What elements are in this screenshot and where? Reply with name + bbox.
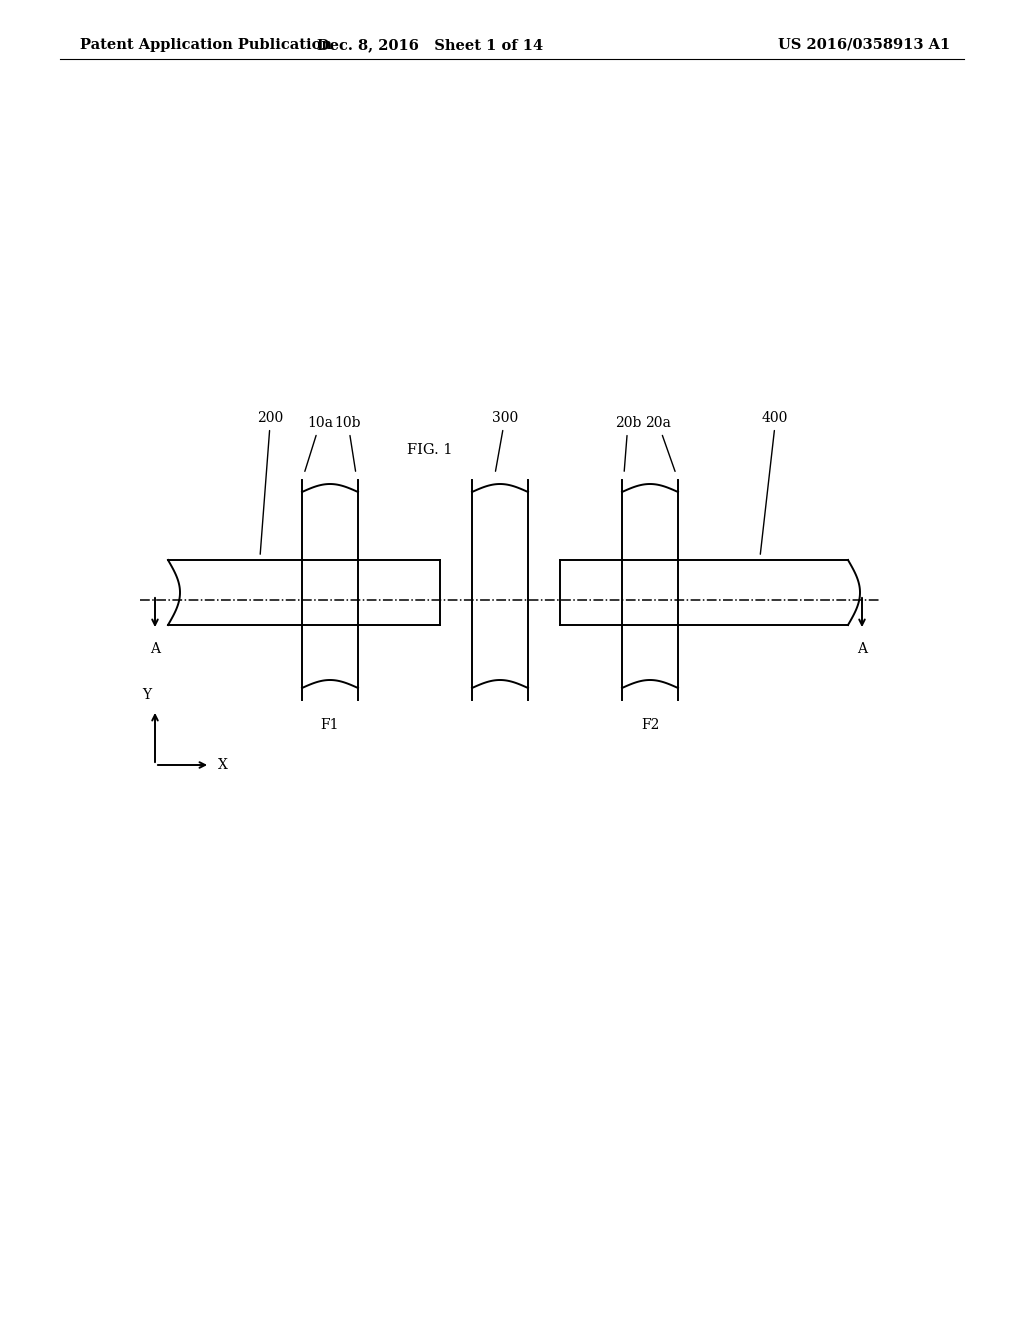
- Text: Patent Application Publication: Patent Application Publication: [80, 38, 332, 51]
- Text: Dec. 8, 2016   Sheet 1 of 14: Dec. 8, 2016 Sheet 1 of 14: [317, 38, 543, 51]
- Text: X: X: [218, 758, 228, 772]
- Text: US 2016/0358913 A1: US 2016/0358913 A1: [778, 38, 950, 51]
- Text: 20b: 20b: [614, 416, 641, 471]
- Text: Y: Y: [142, 688, 152, 702]
- Text: 300: 300: [492, 411, 518, 471]
- Text: 400: 400: [760, 411, 788, 554]
- Text: F2: F2: [641, 718, 659, 733]
- Text: 10b: 10b: [335, 416, 361, 471]
- Text: A: A: [857, 642, 867, 656]
- Text: F1: F1: [321, 718, 339, 733]
- Text: FIG. 1: FIG. 1: [408, 444, 453, 457]
- Text: 10a: 10a: [305, 416, 333, 471]
- Text: A: A: [150, 642, 160, 656]
- Text: 20a: 20a: [645, 416, 675, 471]
- Text: 200: 200: [257, 411, 283, 554]
